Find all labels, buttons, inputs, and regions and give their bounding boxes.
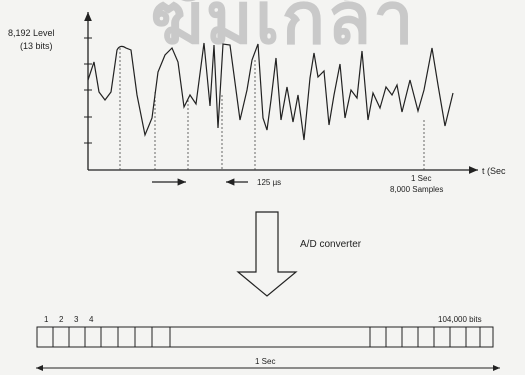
bit-stream: [36, 326, 494, 348]
one-sec-label: 1 Sec: [411, 174, 431, 183]
analog-waveform: [87, 42, 454, 141]
level-label: 8,192 Level: [8, 28, 55, 38]
converter-arrow: [236, 211, 298, 297]
bits-count-label: 104,000 bits: [438, 315, 482, 324]
converter-label: A/D converter: [300, 239, 362, 250]
bit-index-1: 1: [44, 315, 49, 324]
interval-label: 125 µs: [257, 178, 281, 187]
level-ticks: [84, 37, 92, 144]
bit-index-3: 3: [74, 315, 79, 324]
time-axis-label: t (Sec: [482, 166, 506, 176]
duration-label: 1 Sec: [255, 357, 275, 366]
bits-label: (13 bits): [20, 41, 53, 51]
sample-guides: [119, 48, 425, 170]
bit-index-2: 2: [59, 315, 64, 324]
bit-index-4: 4: [89, 315, 94, 324]
samples-label: 8,000 Samples: [390, 185, 443, 194]
